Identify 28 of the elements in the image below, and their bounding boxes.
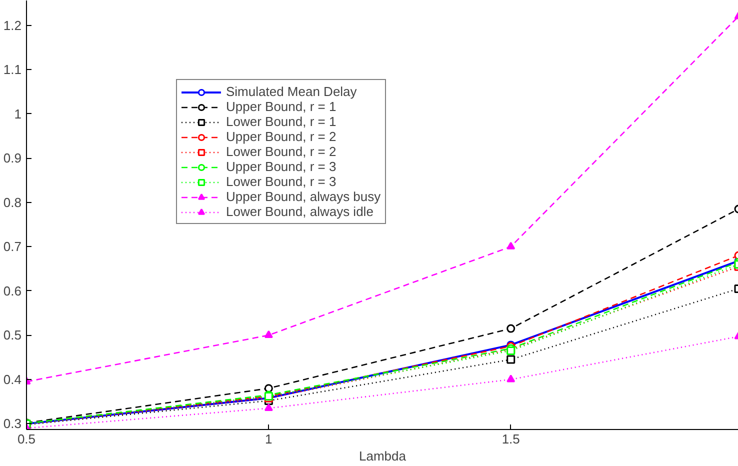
y-tick-label: 0.7 [3,239,22,254]
y-tick-label: 1 [14,106,22,122]
legend-label: Upper Bound, r = 3 [226,159,336,174]
y-tick-label: 0.6 [3,283,22,298]
legend-label: Upper Bound, r = 2 [226,129,336,144]
legend-label: Lower Bound, r = 1 [226,114,336,129]
y-tick-label: 1.2 [3,18,22,33]
x-tick-label: 1.5 [502,432,520,446]
y-tick-label: 0.5 [3,328,22,343]
legend-label: Lower Bound, r = 2 [226,144,336,159]
y-tick-label: 0.8 [3,194,22,210]
x-axis-title: Lambda [359,448,407,464]
legend-label: Lower Bound, always idle [226,204,374,219]
y-tick-label: 0.3 [3,416,22,432]
legend-label: Upper Bound, r = 1 [226,99,336,114]
legend-label: Simulated Mean Delay [226,84,357,99]
x-tick-label: 1 [265,432,272,446]
point [506,374,516,382]
point [264,403,273,412]
point [264,384,273,393]
x-tick-label: 0.5 [17,432,36,446]
y-tick-label: 0.4 [3,372,22,387]
legend-label: Lower Bound, r = 3 [226,174,336,189]
legend-label: Upper Bound, always busy [226,189,381,204]
point [506,324,516,333]
point [506,355,516,364]
y-tick-label: 1.1 [3,62,22,78]
y-tick-label: 0.9 [3,150,22,166]
